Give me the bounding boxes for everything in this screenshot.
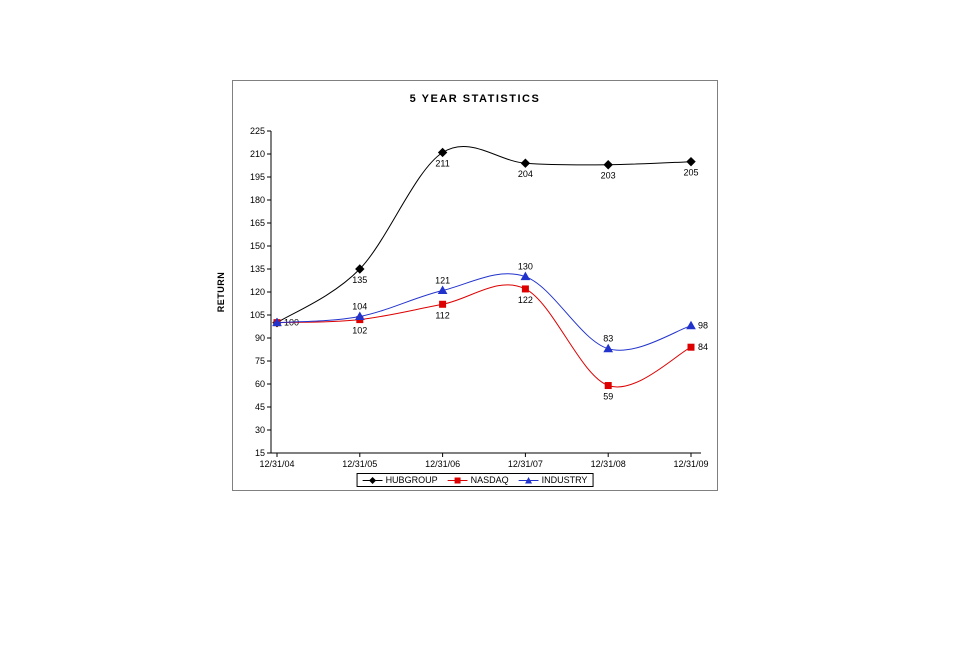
marker-nasdaq (687, 343, 695, 351)
marker-nasdaq (439, 300, 447, 308)
triangle-icon (518, 476, 539, 483)
square-icon (447, 477, 468, 483)
marker-nasdaq (521, 285, 529, 293)
data-label-industry: 83 (603, 334, 613, 344)
marker-nasdaq (604, 382, 612, 390)
marker-hubgroup (686, 156, 696, 167)
marker-hubgroup (355, 264, 365, 274)
y-tick-label: 195 (250, 172, 265, 182)
data-label-nasdaq: 122 (518, 295, 533, 305)
y-tick-label: 105 (250, 310, 265, 320)
y-tick-label: 60 (255, 379, 265, 389)
series-line-industry (276, 273, 692, 351)
y-tick-label: 120 (250, 287, 265, 297)
marker-hubgroup (603, 160, 613, 170)
y-tick-label: 180 (250, 195, 265, 205)
data-label-nasdaq: 59 (603, 392, 613, 402)
y-axis-title: RETURN (216, 271, 226, 313)
plot-area: 2252101951801651501351201059075604530151… (250, 126, 709, 469)
data-label-nasdaq: 112 (435, 310, 449, 320)
marker-hubgroup (520, 158, 531, 168)
series-line-hubgroup (276, 146, 692, 324)
marker-industry (520, 271, 531, 281)
legend-item-hubgroup: HUBGROUP (362, 475, 438, 485)
series-line-nasdaq (276, 284, 692, 388)
y-tick-label: 135 (250, 264, 265, 274)
data-label-hubgroup: 135 (352, 275, 367, 285)
data-label-nasdaq: 84 (698, 342, 708, 352)
chart-frame: 5 YEAR STATISTICS RETURN 225 210 195 180 165… (216, 80, 718, 491)
x-tick-label: 12/31/05 (342, 459, 377, 469)
data-label-hubgroup: 205 (683, 168, 698, 178)
data-label-hubgroup: 203 (601, 171, 616, 181)
data-label-nasdaq: 102 (352, 326, 367, 336)
marker-hubgroup (437, 147, 448, 158)
marker-industry (686, 320, 696, 330)
marker-industry (603, 343, 614, 353)
legend-label: HUBGROUP (385, 475, 438, 485)
chart-title: 5 YEAR STATISTICS (409, 93, 541, 105)
x-tick-label: 12/31/07 (508, 459, 543, 469)
legend: HUBGROUP NASDAQ INDUSTRY (356, 473, 594, 487)
x-tick-label: 12/31/06 (425, 459, 460, 469)
marker-industry (272, 317, 282, 327)
data-label-industry: 98 (698, 321, 708, 331)
y-tick-label: 225 (250, 126, 265, 136)
x-tick-label: 12/31/04 (259, 459, 294, 469)
legend-item-nasdaq: NASDAQ (447, 475, 509, 485)
marker-industry (437, 285, 448, 294)
y-tick-label: 90 (255, 333, 265, 343)
y-tick-label: 210 (250, 149, 265, 159)
y-tick-label: 150 (250, 241, 265, 251)
legend-label: NASDAQ (470, 475, 509, 485)
legend-item-industry: INDUSTRY (518, 475, 588, 485)
legend-label: INDUSTRY (541, 475, 588, 485)
data-label-industry: 104 (352, 302, 367, 312)
x-tick-label: 12/31/09 (673, 459, 708, 469)
y-tick-label: 165 (250, 218, 265, 228)
y-tick-label: 45 (255, 402, 265, 412)
data-label-hubgroup: 211 (435, 158, 449, 168)
diamond-icon (362, 476, 383, 484)
y-tick-label: 30 (255, 425, 265, 435)
y-tick-label: 15 (255, 448, 265, 458)
x-tick-label: 12/31/08 (591, 459, 626, 469)
marker-industry (354, 311, 365, 321)
data-label-industry: 130 (518, 262, 533, 272)
data-label-hubgroup: 204 (518, 169, 533, 179)
y-tick-label: 75 (255, 356, 265, 366)
data-label-industry: 121 (435, 275, 450, 285)
